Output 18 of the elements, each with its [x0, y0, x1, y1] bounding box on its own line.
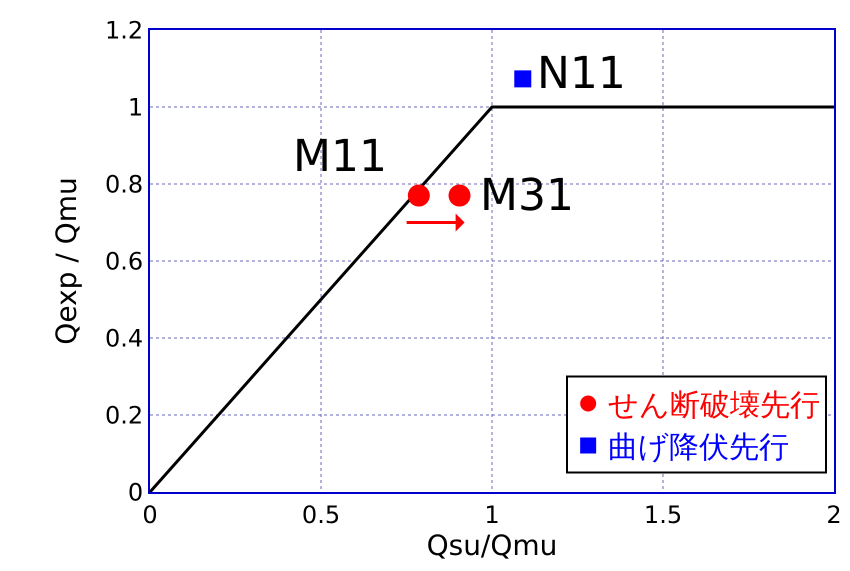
x-tick-label: 0.5	[302, 500, 340, 529]
y-tick-label: 0.8	[105, 170, 144, 198]
legend-label: せん断破壊先行	[608, 388, 820, 424]
annotation: M31	[480, 170, 574, 221]
x-tick-label: 1.5	[644, 500, 682, 529]
y-tick-label: 1	[128, 93, 144, 122]
y-tick-label: 0.4	[105, 324, 144, 352]
x-tick-label: 1	[484, 500, 500, 529]
y-axis-title: Qexp / Qmu	[50, 177, 84, 345]
y-tick-label: 0.2	[105, 401, 144, 430]
annotation: N11	[537, 48, 626, 99]
legend-label: 曲げ降伏先行	[608, 430, 790, 466]
x-axis-title: Qsu/Qmu	[426, 528, 558, 562]
y-tick-label: 0.6	[105, 247, 144, 276]
annotation: M11	[293, 131, 387, 182]
x-tick-label: 2	[826, 500, 842, 529]
y-tick-label: 1.2	[105, 16, 144, 44]
y-tick-label: 0	[128, 478, 144, 506]
